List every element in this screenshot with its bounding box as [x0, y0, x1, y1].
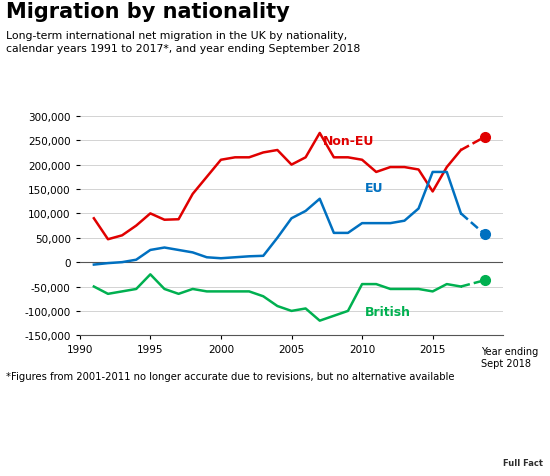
- Text: *Figures from 2001-2011 no longer accurate due to revisions, but no alternative : *Figures from 2001-2011 no longer accura…: [6, 371, 454, 381]
- Text: Year ending
Sept 2018: Year ending Sept 2018: [481, 346, 538, 368]
- Text: ONS Long-Term International Migration 2016, table 2.01a and Migration
Statistics: ONS Long-Term International Migration 20…: [51, 411, 424, 434]
- Text: British: British: [365, 305, 411, 318]
- Text: EU: EU: [365, 182, 383, 195]
- Text: Non-EU: Non-EU: [322, 134, 374, 148]
- Text: Full Fact: Full Fact: [503, 458, 543, 467]
- Text: Source:: Source:: [7, 411, 51, 421]
- Polygon shape: [492, 402, 550, 476]
- Text: Migration by nationality: Migration by nationality: [6, 2, 289, 22]
- Text: Long-term international net migration in the UK by nationality,
calendar years 1: Long-term international net migration in…: [6, 31, 360, 54]
